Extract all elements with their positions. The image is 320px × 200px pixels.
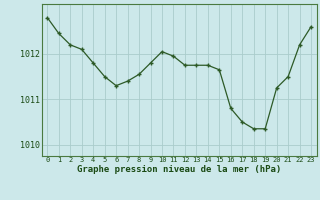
X-axis label: Graphe pression niveau de la mer (hPa): Graphe pression niveau de la mer (hPa) <box>77 165 281 174</box>
